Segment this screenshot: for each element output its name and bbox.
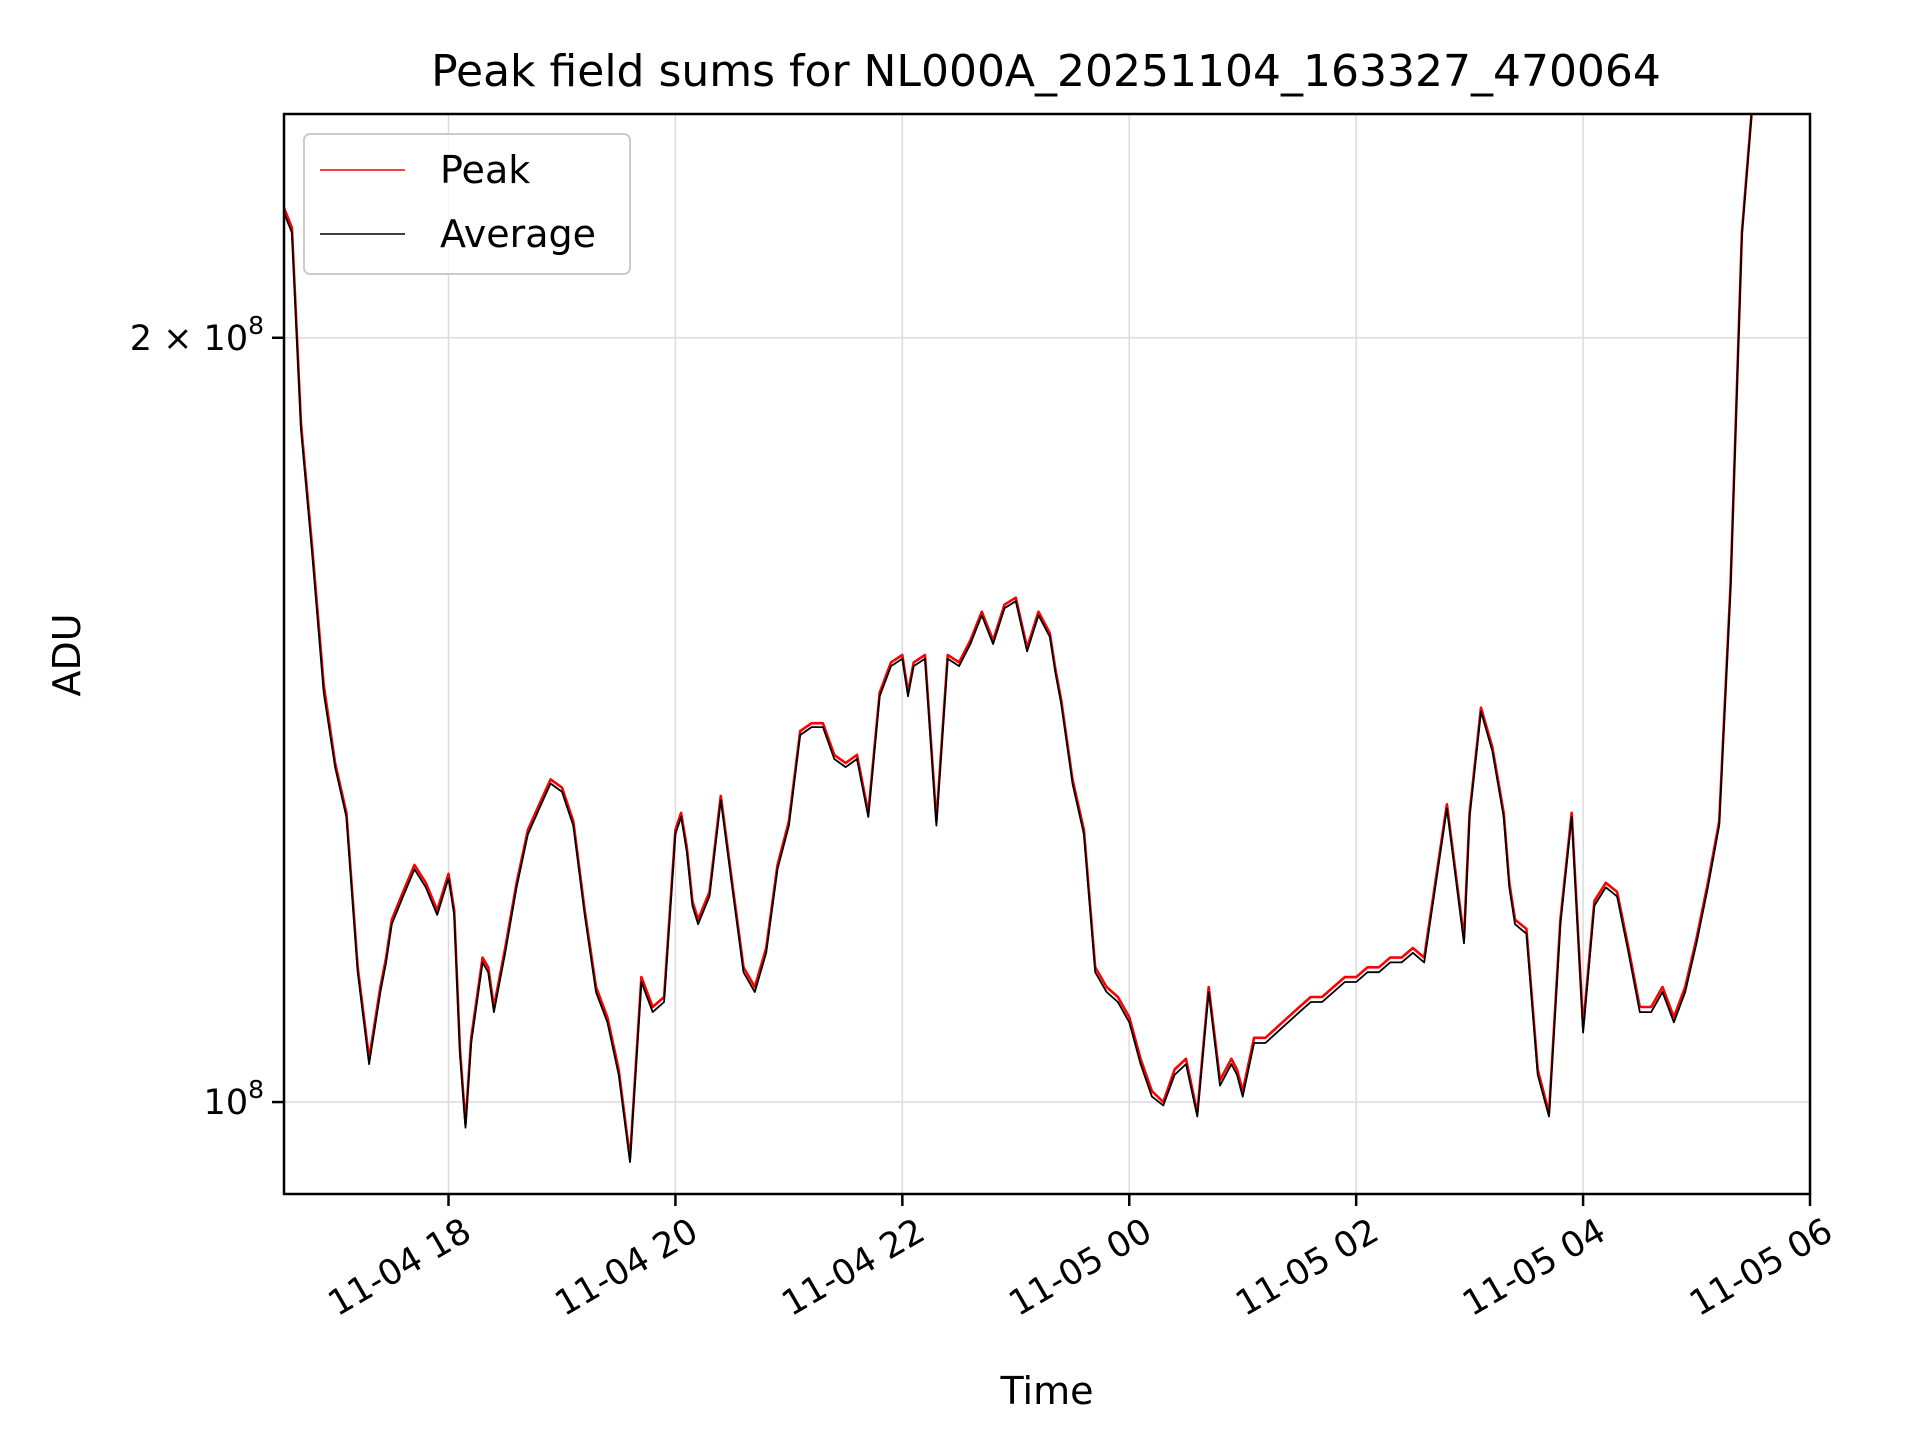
series-layer [284, 114, 1753, 1163]
legend: Peak Average [303, 133, 631, 275]
legend-label-peak: Peak [440, 148, 530, 192]
series-line-average [284, 114, 1753, 1163]
y-tick-label: 2 × 108 [130, 311, 264, 359]
y-axis-label: ADU [45, 613, 89, 696]
plot-frame [282, 112, 1812, 1196]
y-axis: 108 2 × 108 [130, 311, 284, 1123]
chart-title: Peak field sums for NL000A_20251104_1633… [431, 46, 1661, 97]
x-axis-label: Time [1000, 1369, 1094, 1413]
y-tick-label: 108 [204, 1075, 264, 1123]
legend-box [303, 133, 631, 275]
legend-label-average: Average [440, 212, 596, 256]
